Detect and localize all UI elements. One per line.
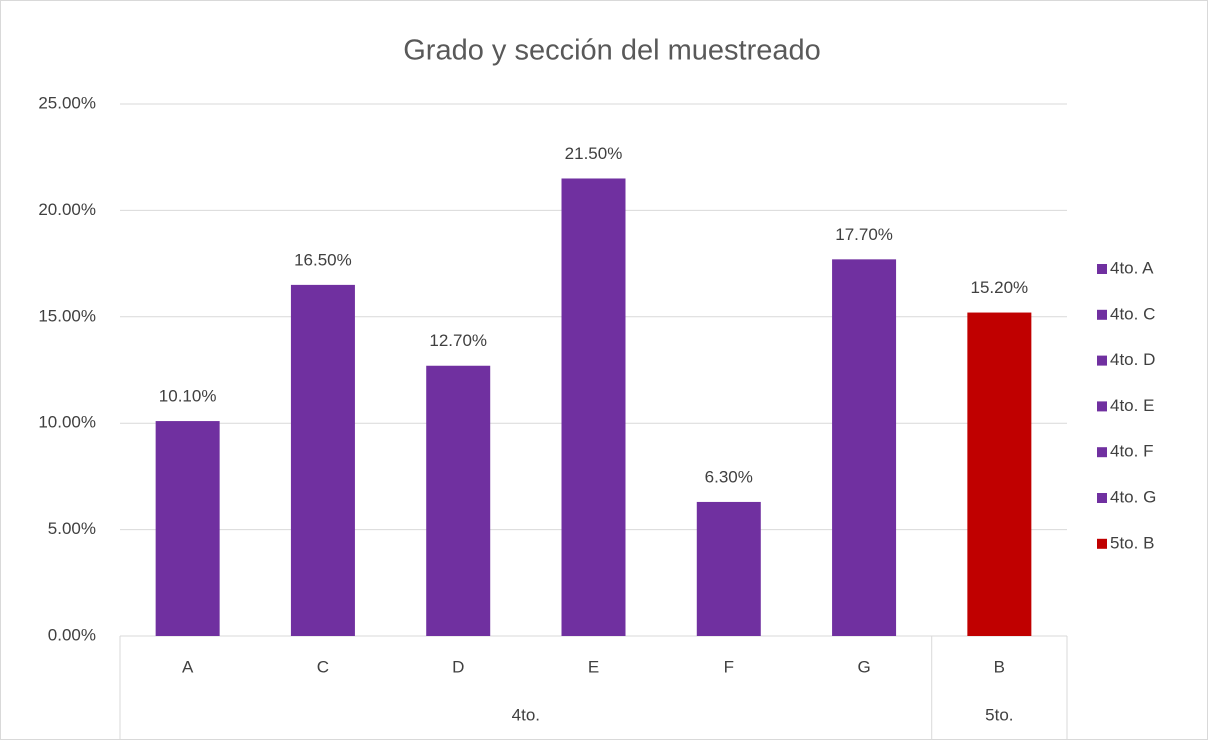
legend-swatch [1097,493,1107,503]
bar [426,365,491,636]
legend-label: 4to. F [1110,442,1153,461]
data-label: 6.30% [705,467,753,486]
legend-label: 4to. D [1110,350,1155,369]
x-tick-label: G [857,657,870,676]
x-tick-label: D [452,657,464,676]
data-label: 10.10% [159,387,217,406]
y-tick-label: 5.00% [48,519,96,538]
y-tick-label: 0.00% [48,625,96,644]
data-label: 15.20% [971,278,1029,297]
bar [967,312,1032,636]
legend-swatch [1097,538,1107,549]
bar [696,501,761,636]
data-label: 21.50% [565,144,623,163]
bar [290,284,355,636]
legend-label: 4to. E [1110,396,1154,415]
bar [155,421,220,636]
legend-label: 4to. G [1110,487,1156,506]
legend-label: 4to. C [1110,304,1155,323]
bar [832,259,897,636]
data-label: 16.50% [294,250,352,269]
y-tick-label: 20.00% [38,200,96,219]
y-tick-label: 25.00% [38,93,96,112]
legend-swatch [1097,309,1107,320]
y-tick-label: 15.00% [38,306,96,325]
x-tick-label: E [588,657,599,676]
legend-swatch [1097,355,1107,366]
y-tick-label: 10.00% [38,413,96,432]
x-tick-label: F [724,657,734,676]
x-tick-label: A [182,657,194,676]
bar [561,178,626,637]
legend-label: 4to. A [1110,258,1154,277]
data-label: 12.70% [429,331,487,350]
data-label: 17.70% [835,225,893,244]
group-label: 4to. [512,705,540,724]
legend-swatch [1097,264,1107,274]
legend-label: 5to. B [1110,533,1154,552]
group-label: 5to. [985,705,1013,724]
x-tick-label: B [994,657,1005,676]
legend-swatch [1097,447,1107,458]
chart-title: Grado y sección del muestreado [403,35,821,67]
x-tick-label: C [317,657,329,676]
legend-swatch [1097,401,1107,412]
